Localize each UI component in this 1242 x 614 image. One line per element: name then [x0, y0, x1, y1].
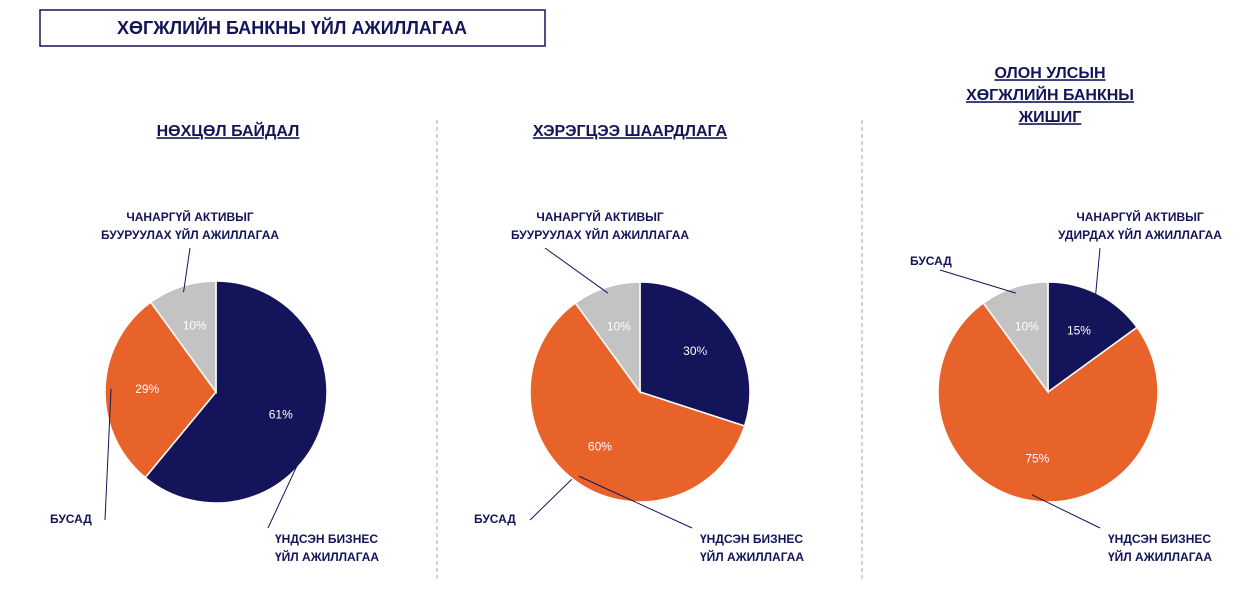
value-label: 15%	[1067, 323, 1091, 337]
slice-label: БУУРУУЛАХ ҮЙЛ АЖИЛЛАГАА	[511, 227, 689, 242]
pie-slice	[149, 280, 217, 395]
pie-slice	[529, 301, 746, 503]
slice-label: ҮНДСЭН БИЗНЕС	[700, 532, 803, 546]
slice-label: ҮЙЛ АЖИЛЛАГАА	[700, 549, 804, 564]
value-label: 10%	[183, 319, 207, 333]
leader-line	[578, 475, 693, 529]
slide-title: ХӨГЖЛИЙН БАНКНЫ ҮЙЛ АЖИЛЛАГАА	[117, 17, 467, 38]
leader-line	[939, 269, 1017, 294]
pie-slice	[104, 301, 217, 479]
slice-label: ҮЙЛ АЖИЛЛАГАА	[1108, 549, 1212, 564]
slice-label: БУСАД	[474, 512, 516, 526]
pie-slice	[574, 281, 641, 395]
slice-label: БУСАД	[50, 512, 92, 526]
value-label: 29%	[135, 382, 159, 396]
pie-slice	[144, 280, 328, 504]
title-box	[39, 9, 546, 47]
slice-label: БУУРУУЛАХ ҮЙЛ АЖИЛЛАГАА	[101, 227, 279, 242]
chart-title: НӨХЦӨЛ БАЙДАЛ	[157, 121, 300, 140]
pie-slice	[1047, 281, 1139, 394]
value-label: 10%	[607, 319, 631, 333]
value-label: 30%	[683, 344, 707, 358]
chart-title: ХЭРЭГЦЭЭ ШААРДЛАГА	[533, 123, 728, 140]
slice-label: ҮЙЛ АЖИЛЛАГАА	[275, 549, 379, 564]
leader-line	[544, 247, 609, 294]
chart-title: ОЛОН УЛСЫН	[994, 65, 1105, 82]
leader-line	[267, 427, 316, 529]
leader-line	[1094, 247, 1101, 300]
value-label: 75%	[1025, 452, 1049, 466]
value-label: 60%	[588, 439, 612, 453]
chart-title: ХӨГЖЛИЙН БАНКНЫ	[966, 85, 1134, 104]
slice-label: ҮНДСЭН БИЗНЕС	[1108, 532, 1211, 546]
slice-label: ЧАНАРГҮЙ АКТИВЫГ	[126, 209, 254, 224]
pie-slice	[937, 301, 1159, 503]
slice-label: ҮНДСЭН БИЗНЕС	[275, 532, 378, 546]
slice-label: БУСАД	[910, 254, 952, 268]
slice-label: УДИРДАХ ҮЙЛ АЖИЛЛАГАА	[1058, 227, 1222, 242]
slice-label: ЧАНАРГҮЙ АКТИВЫГ	[536, 209, 664, 224]
pie-slice	[982, 281, 1049, 395]
pie-slice	[639, 281, 751, 427]
leader-line	[1031, 494, 1101, 529]
leader-line	[183, 247, 191, 293]
chart-title: ЖИШИГ	[1018, 109, 1082, 126]
value-label: 10%	[1015, 319, 1039, 333]
value-label: 61%	[269, 407, 293, 421]
leader-line	[104, 388, 112, 521]
slice-label: ЧАНАРГҮЙ АКТИВЫГ	[1076, 209, 1204, 224]
